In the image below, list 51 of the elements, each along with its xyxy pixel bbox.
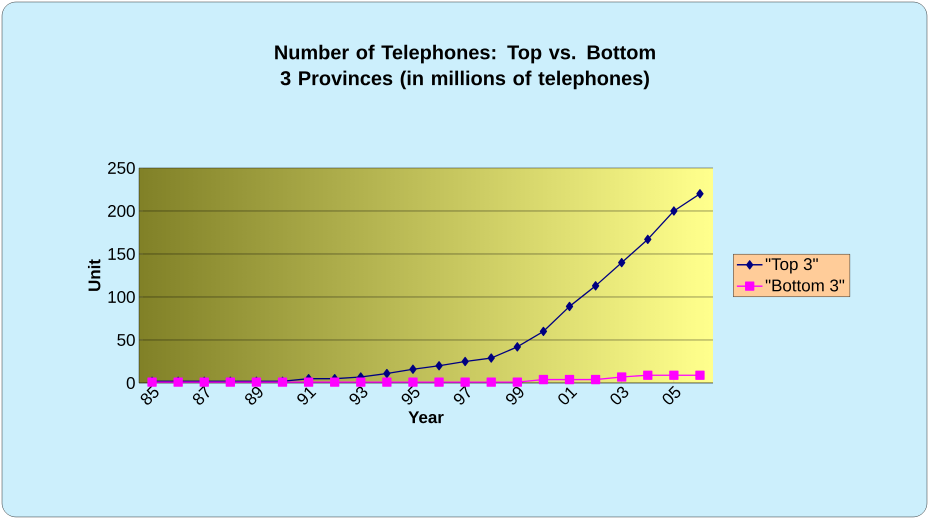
point xyxy=(590,374,600,384)
legend-label: "Bottom 3" xyxy=(766,279,844,292)
point xyxy=(435,361,443,370)
point xyxy=(695,370,705,380)
x-tick-label: 03 xyxy=(610,386,628,404)
point xyxy=(382,377,392,387)
x-tick-label: 87 xyxy=(192,385,210,405)
y-tick-label: 200 xyxy=(108,204,135,217)
point xyxy=(356,377,366,387)
point xyxy=(540,326,548,336)
y-tick-label: 0 xyxy=(126,376,135,389)
point xyxy=(461,356,469,366)
y-axis-title: Unit xyxy=(88,259,100,291)
point xyxy=(304,377,314,387)
y-tick-label: 50 xyxy=(117,334,135,346)
point xyxy=(644,234,652,244)
point xyxy=(514,342,521,352)
y-tick-label: 150 xyxy=(108,248,135,260)
point xyxy=(564,374,574,384)
point xyxy=(486,377,496,387)
point xyxy=(618,258,626,268)
point xyxy=(670,206,678,216)
x-tick-label: 89 xyxy=(245,386,262,405)
point xyxy=(696,189,704,198)
x-tick-label: 93 xyxy=(349,386,368,405)
x-tick-label: 01 xyxy=(558,387,578,404)
x-tick-label: 97 xyxy=(454,385,470,405)
x-tick-label: 05 xyxy=(662,386,680,404)
x-tick-label: 99 xyxy=(506,386,524,405)
point xyxy=(592,281,600,290)
point xyxy=(330,377,340,387)
y-tick-label: 100 xyxy=(108,290,135,303)
x-tick-label: 85 xyxy=(140,386,159,405)
point xyxy=(566,302,574,312)
point xyxy=(409,364,417,374)
x-axis-title: Year xyxy=(408,411,444,424)
point xyxy=(460,377,470,387)
point xyxy=(669,370,679,380)
point xyxy=(643,370,652,380)
point xyxy=(408,377,418,387)
chart-title: Number of Telephones: Top vs. Bottom 3 Provinces (in millions of telephones) xyxy=(275,44,655,90)
point xyxy=(488,353,495,363)
x-tick-label: 91 xyxy=(297,387,316,405)
point xyxy=(383,368,391,378)
point xyxy=(512,377,522,387)
point xyxy=(434,377,444,387)
y-tick-label: 250 xyxy=(108,162,135,174)
point xyxy=(538,374,548,384)
legend-label: "Top 3" xyxy=(766,258,818,274)
x-tick-label: 95 xyxy=(402,386,420,405)
point xyxy=(617,372,626,382)
